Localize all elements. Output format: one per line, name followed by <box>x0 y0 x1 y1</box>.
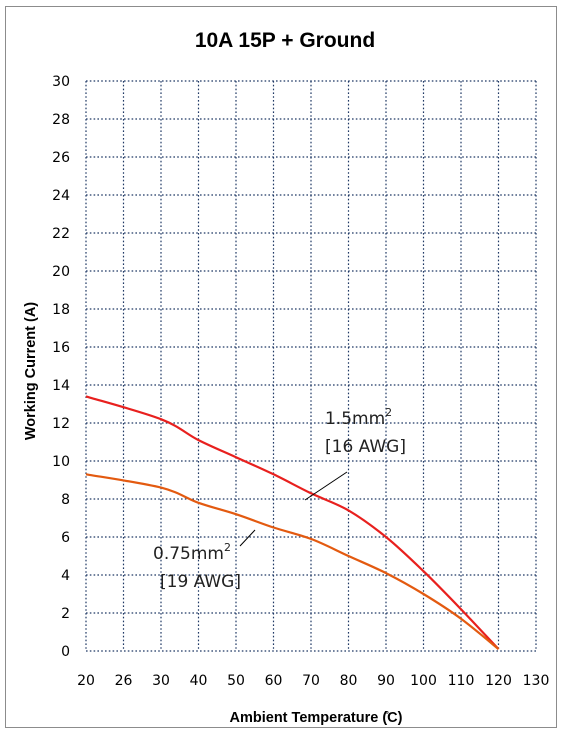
series-label-1-5mm-sup: 2 <box>385 406 392 419</box>
y-tick-label: 8 <box>61 492 70 508</box>
y-axis-title: Working Current (A) <box>23 302 39 440</box>
x-tick-label: 60 <box>265 673 283 689</box>
svg-text:1.5mm2: 1.5mm2 <box>325 406 392 429</box>
chart-frame <box>5 6 557 728</box>
series-label-1-5mm: 1.5mm <box>325 409 385 429</box>
y-tick-label: 26 <box>52 150 70 166</box>
leader-lines <box>239 471 348 547</box>
y-tick-label: 24 <box>52 188 70 204</box>
x-tick-label: 90 <box>377 673 395 689</box>
x-axis-title: Ambient Temperature (̊C) <box>230 710 403 726</box>
series-label-0-75mm-sup: 2 <box>224 541 231 554</box>
y-tick-label: 20 <box>52 264 70 280</box>
x-tick-label: 70 <box>302 673 320 689</box>
x-tick-label: 40 <box>190 673 208 689</box>
series-lines <box>85 395 500 650</box>
y-tick-label: 4 <box>61 568 70 584</box>
y-tick-label: 16 <box>52 340 70 356</box>
y-tick-label: 14 <box>52 378 70 394</box>
y-tick-label: 18 <box>52 302 70 318</box>
x-tick-label: 120 <box>485 673 512 689</box>
y-tick-label: 28 <box>52 112 70 128</box>
chart-title: 10A 15P + Ground <box>195 29 375 52</box>
leader-line-0-75mm <box>239 529 256 547</box>
x-tick-label: 130 <box>523 673 550 689</box>
x-tick-labels: 20 26 30 40 50 60 70 80 90 100 110 120 130 <box>77 673 549 689</box>
legend-label-1-5mm: 1.5mm2 [16 AWG] <box>325 406 406 457</box>
series-line-1-5mm <box>85 395 500 650</box>
series-label-19awg: [19 AWG] <box>160 572 241 592</box>
legend-label-0-75mm: 0.75mm2 [19 AWG] <box>153 541 241 592</box>
y-tick-label: 10 <box>52 454 70 470</box>
x-tick-label: 110 <box>448 673 475 689</box>
series-line-0-75mm <box>85 473 500 650</box>
leader-line-1-5mm <box>304 471 348 501</box>
series-label-0-75mm: 0.75mm <box>153 544 224 564</box>
series-label-16awg: [16 AWG] <box>325 437 406 457</box>
x-tick-label: 100 <box>410 673 437 689</box>
x-tick-label: 26 <box>115 673 133 689</box>
x-tick-label: 30 <box>152 673 170 689</box>
x-tick-label: 50 <box>227 673 245 689</box>
grid <box>85 80 537 652</box>
svg-text:0.75mm2: 0.75mm2 <box>153 541 231 564</box>
x-tick-label: 20 <box>77 673 95 689</box>
x-tick-label: 80 <box>340 673 358 689</box>
y-tick-label: 6 <box>61 530 70 546</box>
y-tick-label: 22 <box>52 226 70 242</box>
y-tick-label: 30 <box>52 74 70 90</box>
y-tick-label: 0 <box>61 644 70 660</box>
y-tick-label: 12 <box>52 416 70 432</box>
y-tick-label: 2 <box>61 606 70 622</box>
